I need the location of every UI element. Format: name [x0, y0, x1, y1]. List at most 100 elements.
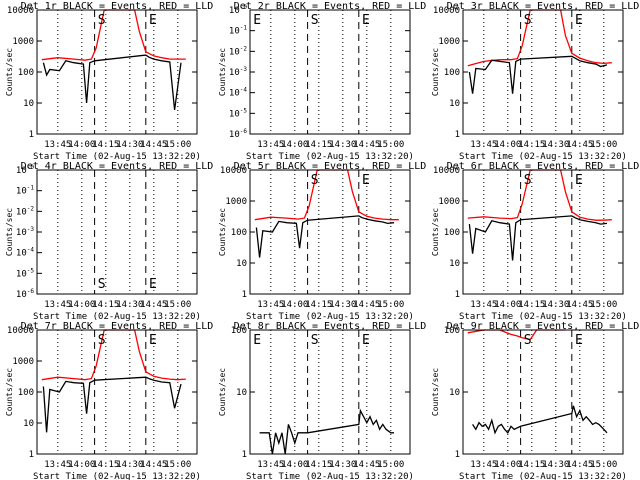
x-tick-label: 13:45 — [470, 460, 497, 470]
panel-title: Det 9r BLACK = Events, RED = LLD — [447, 321, 640, 332]
marker-label: S — [524, 13, 532, 28]
y-tick-label: 10 — [236, 388, 247, 398]
x-tick-label: 13:45 — [257, 460, 284, 470]
plot-frame — [249, 329, 411, 455]
x-tick-label: 14:15 — [518, 140, 545, 150]
y-tick-label: 10-2 — [229, 45, 247, 57]
x-tick-label: 14:45 — [140, 300, 167, 310]
detector-panel-1: Det 1r BLACK = Events, RED = LLD Start Ti… — [5, 1, 213, 162]
events-series-line — [255, 215, 395, 258]
marker-label: S — [311, 173, 319, 188]
x-tick-label: 14:15 — [92, 140, 119, 150]
y-tick-label: 10-4 — [229, 87, 247, 99]
lld-series-line — [254, 169, 399, 221]
x-tick-label: 13:45 — [257, 140, 284, 150]
x-axis-label: Start Time (02-Aug-15 13:32:20) — [246, 152, 414, 162]
x-tick-label: 13:45 — [44, 300, 71, 310]
x-tick-label: 14:45 — [140, 140, 167, 150]
x-tick-label: 14:45 — [353, 460, 380, 470]
y-tick-label: 10-0 — [229, 4, 247, 16]
x-tick-label: 15:00 — [377, 460, 404, 470]
events-series-line — [259, 408, 394, 455]
y-tick-label: 10-5 — [16, 267, 34, 279]
x-axis-label: Start Time (02-Aug-15 13:32:20) — [246, 472, 414, 480]
x-axis-label: Start Time (02-Aug-15 13:32:20) — [459, 152, 627, 162]
marker-label: E — [575, 333, 583, 348]
y-tick-label: 10 — [449, 99, 460, 109]
x-tick-label: 14:15 — [92, 460, 119, 470]
y-tick-label: 1000 — [12, 37, 34, 47]
x-tick-label: 14:00 — [68, 460, 95, 470]
x-axis-label: Start Time (02-Aug-15 13:32:20) — [33, 312, 201, 322]
y-tick-label: 100 — [18, 388, 34, 398]
x-tick-label: 14:30 — [116, 140, 143, 150]
y-tick-label: 1000 — [225, 197, 247, 207]
x-tick-label: 13:45 — [470, 300, 497, 310]
x-tick-label: 14:45 — [566, 300, 593, 310]
y-tick-label: 10-4 — [16, 247, 34, 259]
marker-label: E — [253, 13, 261, 28]
y-axis-label: Counts/sec — [5, 208, 14, 256]
x-tick-label: 14:30 — [329, 300, 356, 310]
y-tick-label: 10-1 — [16, 185, 34, 197]
y-axis-label: Counts/sec — [218, 48, 227, 96]
events-series-line — [42, 54, 182, 110]
marker-label: E — [253, 333, 261, 348]
y-tick-label: 10-2 — [16, 205, 34, 217]
y-axis-label: Counts/sec — [218, 208, 227, 256]
plot-frame — [462, 9, 624, 135]
events-series-line — [472, 405, 608, 435]
x-tick-label: 14:00 — [281, 460, 308, 470]
y-tick-label: 100 — [18, 68, 34, 78]
y-tick-label: 1 — [242, 290, 247, 300]
y-tick-label: 10 — [236, 259, 247, 269]
y-tick-label: 1000 — [438, 197, 460, 207]
panel-title: Det 6r BLACK = Events, RED = LLD — [447, 161, 640, 172]
x-tick-label: 14:45 — [353, 140, 380, 150]
detector-panel-2: Det 2r BLACK = Events, RED = LLD Start Ti… — [218, 1, 426, 162]
marker-label: E — [149, 277, 157, 292]
detector-panel-9: Det 9r BLACK = Events, RED = LLD Start Ti… — [431, 321, 639, 480]
x-tick-label: 14:45 — [353, 300, 380, 310]
y-axis-label: Counts/sec — [431, 208, 440, 256]
y-tick-label: 100 — [444, 68, 460, 78]
lld-series-line — [467, 9, 612, 67]
x-tick-label: 14:30 — [329, 460, 356, 470]
y-tick-label: 1 — [455, 450, 460, 460]
y-axis-label: Counts/sec — [431, 368, 440, 416]
y-tick-label: 10000 — [433, 6, 460, 16]
marker-label: E — [149, 13, 157, 28]
y-tick-label: 1 — [29, 130, 34, 140]
marker-label: E — [149, 333, 157, 348]
y-tick-label: 10000 — [433, 166, 460, 176]
y-tick-label: 100 — [231, 228, 247, 238]
panel-title: Det 1r BLACK = Events, RED = LLD — [21, 1, 214, 12]
y-tick-label: 1000 — [438, 37, 460, 47]
marker-label: S — [98, 277, 106, 292]
marker-label: E — [575, 13, 583, 28]
y-axis-label: Counts/sec — [5, 48, 14, 96]
marker-label: S — [98, 333, 106, 348]
x-tick-label: 14:30 — [542, 300, 569, 310]
y-axis-label: Counts/sec — [5, 368, 14, 416]
marker-label: E — [362, 333, 370, 348]
marker-label: S — [524, 173, 532, 188]
panel-title: Det 3r BLACK = Events, RED = LLD — [447, 1, 640, 12]
y-tick-label: 10000 — [220, 166, 247, 176]
x-tick-label: 14:15 — [518, 460, 545, 470]
y-tick-label: 10 — [23, 99, 34, 109]
x-tick-label: 14:00 — [281, 300, 308, 310]
y-axis-label: Counts/sec — [431, 48, 440, 96]
x-tick-label: 15:00 — [590, 300, 617, 310]
plot-frame — [36, 169, 198, 295]
x-axis-label: Start Time (02-Aug-15 13:32:20) — [459, 472, 627, 480]
detector-panel-4: Det 4r BLACK = Events, RED = LLD Start Ti… — [5, 161, 213, 322]
x-axis-label: Start Time (02-Aug-15 13:32:20) — [33, 472, 201, 480]
x-tick-label: 14:15 — [305, 140, 332, 150]
y-tick-label: 1 — [29, 450, 34, 460]
plot-frame — [36, 9, 198, 135]
x-tick-label: 13:45 — [470, 140, 497, 150]
panel-title: Det 8r BLACK = Events, RED = LLD — [234, 321, 427, 332]
x-tick-label: 14:00 — [494, 300, 521, 310]
